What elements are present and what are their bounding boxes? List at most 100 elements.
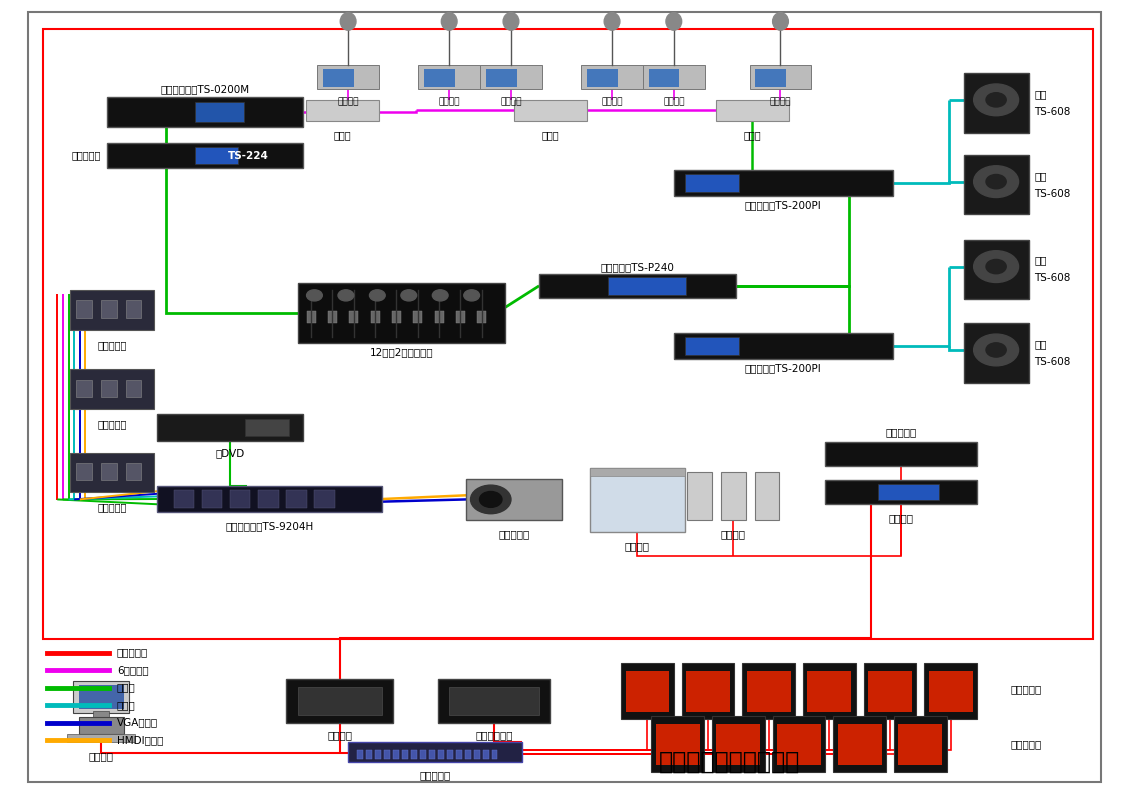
Text: 音箱: 音箱 bbox=[1034, 339, 1047, 349]
Bar bbox=[456, 311, 465, 323]
Ellipse shape bbox=[503, 13, 519, 30]
Bar bbox=[101, 463, 117, 480]
Text: 主席单元: 主席单元 bbox=[337, 97, 359, 106]
Bar bbox=[621, 663, 674, 719]
Bar bbox=[157, 486, 382, 512]
Circle shape bbox=[464, 290, 480, 301]
Bar bbox=[258, 490, 279, 508]
Bar bbox=[174, 490, 194, 508]
Bar bbox=[418, 65, 481, 89]
Text: 高清混合矩阵TS-9204H: 高清混合矩阵TS-9204H bbox=[226, 521, 313, 531]
Bar bbox=[429, 750, 435, 759]
Circle shape bbox=[986, 343, 1006, 357]
Text: 扩展盒: 扩展盒 bbox=[743, 130, 761, 141]
Text: 多媒体桌插: 多媒体桌插 bbox=[98, 419, 127, 430]
Circle shape bbox=[974, 166, 1019, 198]
Bar bbox=[384, 750, 390, 759]
Circle shape bbox=[480, 491, 502, 507]
Bar bbox=[755, 472, 779, 520]
Bar bbox=[651, 716, 704, 772]
Bar bbox=[286, 679, 393, 723]
Bar bbox=[894, 716, 947, 772]
Bar bbox=[195, 147, 238, 164]
Bar bbox=[43, 29, 1093, 639]
Bar bbox=[70, 453, 154, 492]
Bar bbox=[447, 750, 453, 759]
Text: 控制主机: 控制主机 bbox=[327, 730, 353, 741]
Text: 代表单元: 代表单元 bbox=[500, 97, 522, 106]
Bar bbox=[317, 65, 378, 89]
Bar bbox=[411, 750, 417, 759]
Bar bbox=[750, 65, 811, 89]
Bar bbox=[298, 283, 505, 343]
Text: 超五类网线: 超五类网线 bbox=[117, 648, 148, 657]
Bar bbox=[366, 750, 372, 759]
Circle shape bbox=[369, 290, 385, 301]
Bar bbox=[687, 472, 712, 520]
Text: TS-608: TS-608 bbox=[1034, 273, 1070, 283]
Bar bbox=[964, 240, 1029, 299]
Bar bbox=[307, 311, 316, 323]
Text: 功率放大器TS-200PI: 功率放大器TS-200PI bbox=[745, 201, 822, 210]
Circle shape bbox=[338, 290, 354, 301]
Text: 音频处理器TS-P240: 音频处理器TS-P240 bbox=[601, 263, 674, 272]
Text: 无纸化终端: 无纸化终端 bbox=[1011, 739, 1042, 749]
Bar bbox=[393, 750, 399, 759]
Bar bbox=[964, 73, 1029, 133]
Ellipse shape bbox=[666, 13, 682, 30]
Ellipse shape bbox=[340, 13, 356, 30]
Text: 音频线: 音频线 bbox=[117, 683, 136, 692]
Text: 扩展盒: 扩展盒 bbox=[541, 130, 559, 141]
Bar bbox=[328, 311, 337, 323]
Text: 功率放大器TS-200PI: 功率放大器TS-200PI bbox=[745, 364, 822, 373]
Circle shape bbox=[986, 175, 1006, 189]
Bar bbox=[357, 750, 363, 759]
Text: TS-608: TS-608 bbox=[1034, 188, 1070, 198]
Text: 数字会议主机TS-0200M: 数字会议主机TS-0200M bbox=[161, 84, 249, 94]
Bar bbox=[298, 687, 382, 715]
Bar bbox=[898, 724, 942, 765]
Bar bbox=[402, 750, 408, 759]
Text: 代表单元: 代表单元 bbox=[769, 97, 792, 106]
Bar bbox=[101, 380, 117, 397]
Bar bbox=[107, 97, 303, 127]
Bar bbox=[435, 311, 444, 323]
Bar bbox=[582, 65, 643, 89]
Text: 多媒体桌插: 多媒体桌插 bbox=[98, 340, 127, 350]
Bar bbox=[929, 671, 973, 712]
Bar bbox=[314, 490, 335, 508]
Bar bbox=[674, 170, 893, 196]
Bar bbox=[685, 174, 739, 192]
Bar bbox=[107, 143, 303, 168]
Bar bbox=[803, 663, 856, 719]
Text: 无纸化终端: 无纸化终端 bbox=[1011, 684, 1042, 694]
Bar bbox=[126, 463, 141, 480]
Bar bbox=[483, 750, 489, 759]
Bar bbox=[73, 681, 129, 713]
Bar bbox=[590, 468, 685, 476]
Bar bbox=[838, 724, 882, 765]
Bar bbox=[245, 419, 289, 436]
Text: 6芯航空线: 6芯航空线 bbox=[117, 665, 148, 675]
Bar bbox=[76, 463, 92, 480]
Text: 灯光控制: 灯光控制 bbox=[721, 529, 746, 539]
Bar bbox=[449, 687, 539, 715]
Ellipse shape bbox=[441, 13, 457, 30]
Bar bbox=[392, 311, 401, 323]
Circle shape bbox=[401, 290, 417, 301]
Text: 扩展盒: 扩展盒 bbox=[334, 130, 351, 141]
Text: 反馈抑制器: 反馈抑制器 bbox=[72, 151, 101, 160]
Circle shape bbox=[974, 251, 1019, 283]
Bar bbox=[323, 69, 354, 87]
Text: 代表单元: 代表单元 bbox=[601, 97, 623, 106]
Bar bbox=[649, 69, 679, 87]
Bar bbox=[76, 300, 92, 318]
Text: 音箱线: 音箱线 bbox=[117, 700, 136, 710]
Bar bbox=[773, 716, 825, 772]
Bar bbox=[924, 663, 977, 719]
Bar bbox=[807, 671, 851, 712]
Text: 流媒体服务器: 流媒体服务器 bbox=[475, 730, 513, 741]
Bar bbox=[420, 750, 426, 759]
Bar bbox=[833, 716, 886, 772]
Bar bbox=[67, 734, 135, 742]
